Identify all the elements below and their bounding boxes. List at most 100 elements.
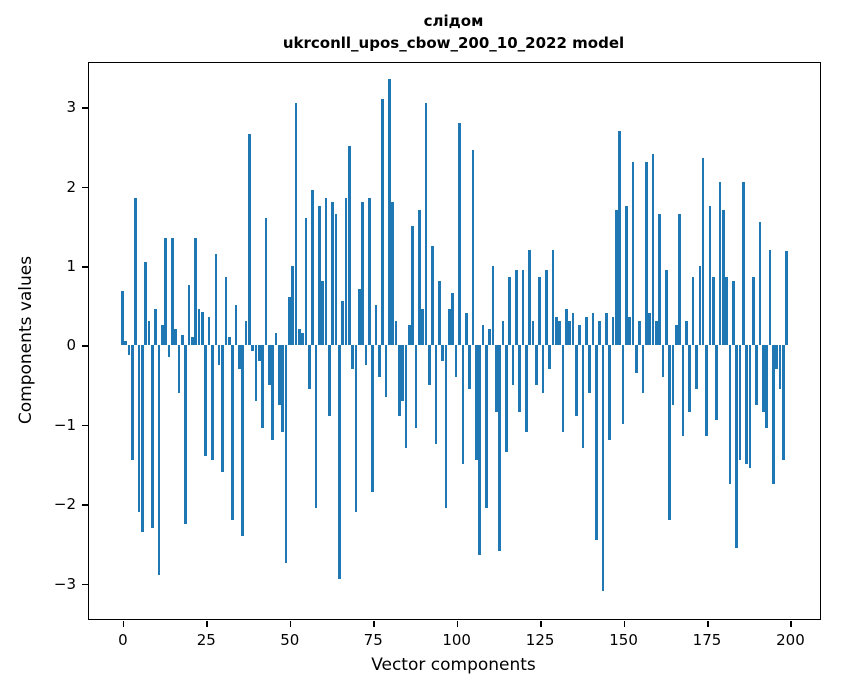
bar <box>167 344 171 357</box>
bar <box>157 344 161 576</box>
bar <box>324 198 328 345</box>
bar <box>481 325 485 345</box>
bar <box>558 321 561 345</box>
bar <box>394 321 398 345</box>
x-axis-label: Vector components <box>371 655 536 675</box>
bar <box>371 344 375 492</box>
bar <box>294 102 298 345</box>
bar <box>374 305 378 345</box>
y-tick-mark <box>82 424 88 427</box>
bar <box>194 237 198 345</box>
bar <box>124 341 128 345</box>
x-tick-mark <box>456 621 459 627</box>
bar <box>758 221 762 345</box>
y-tick-mark <box>82 107 88 109</box>
y-tick-mark <box>82 345 88 347</box>
bar <box>144 261 148 345</box>
bar <box>171 237 174 345</box>
x-tick-mark <box>122 621 125 627</box>
bar <box>468 344 471 389</box>
bar <box>121 290 124 345</box>
bar <box>678 213 682 345</box>
chart-title-line1: слідом <box>423 12 484 30</box>
bar <box>177 344 181 393</box>
bar <box>725 277 728 345</box>
bar <box>705 344 708 437</box>
x-tick-mark <box>623 621 626 627</box>
y-tick-label: 3 <box>66 98 76 117</box>
bar <box>715 344 718 421</box>
bar <box>327 344 331 417</box>
bar <box>635 344 638 373</box>
bar <box>161 325 164 345</box>
x-tick-label: 175 <box>692 631 722 649</box>
bar <box>137 344 141 512</box>
bar <box>388 78 391 345</box>
bar <box>267 344 271 385</box>
bar <box>691 277 695 345</box>
bar <box>618 130 622 345</box>
bar <box>728 344 732 484</box>
bar <box>438 281 441 345</box>
bar <box>211 344 214 461</box>
bar <box>748 344 752 469</box>
bar <box>538 277 541 345</box>
bar <box>351 344 354 369</box>
bar <box>301 333 304 345</box>
bar <box>695 344 698 389</box>
bar <box>571 313 575 345</box>
y-tick-label: 1 <box>66 257 76 276</box>
x-tick-mark <box>373 621 375 627</box>
bar <box>464 313 468 345</box>
bar <box>311 190 314 345</box>
bar <box>785 251 788 345</box>
bar <box>761 344 765 413</box>
y-tick-label: −1 <box>53 415 76 434</box>
bar <box>341 301 344 345</box>
bar <box>127 344 131 355</box>
bar <box>708 205 712 345</box>
bar <box>287 297 291 345</box>
x-tick-label: 200 <box>776 631 805 649</box>
bar <box>771 344 775 484</box>
bar <box>451 293 455 345</box>
bar <box>134 198 138 345</box>
bar <box>164 237 168 345</box>
bar <box>284 344 288 564</box>
bar <box>321 281 324 345</box>
bar <box>154 309 158 345</box>
y-tick-mark <box>82 186 88 189</box>
chart-title: слідом ukrconll_upos_cbow_200_10_2022 mo… <box>88 10 819 54</box>
x-tick-label: 125 <box>525 631 555 649</box>
bar <box>421 309 425 345</box>
x-tick-label: 0 <box>118 631 128 649</box>
bar <box>625 205 628 345</box>
bar <box>344 198 348 345</box>
bar <box>251 344 254 352</box>
bar <box>665 269 668 345</box>
x-tick-mark <box>289 621 292 627</box>
bar <box>458 122 461 345</box>
bar <box>454 344 458 377</box>
bar <box>291 265 294 345</box>
bar <box>227 337 231 345</box>
bar <box>541 344 545 393</box>
bar <box>755 344 758 405</box>
bar <box>264 217 268 345</box>
bar <box>648 313 652 345</box>
bar <box>181 335 184 345</box>
bar <box>244 321 248 345</box>
bar <box>277 344 281 405</box>
bar <box>428 344 431 385</box>
bar <box>314 344 318 508</box>
x-tick-label: 150 <box>609 631 638 649</box>
bar <box>501 321 505 345</box>
bar <box>554 317 558 345</box>
bar <box>685 321 688 345</box>
bar <box>444 344 448 508</box>
bar <box>274 333 278 345</box>
bar <box>661 344 665 377</box>
bar <box>461 344 465 465</box>
bar <box>348 146 351 345</box>
